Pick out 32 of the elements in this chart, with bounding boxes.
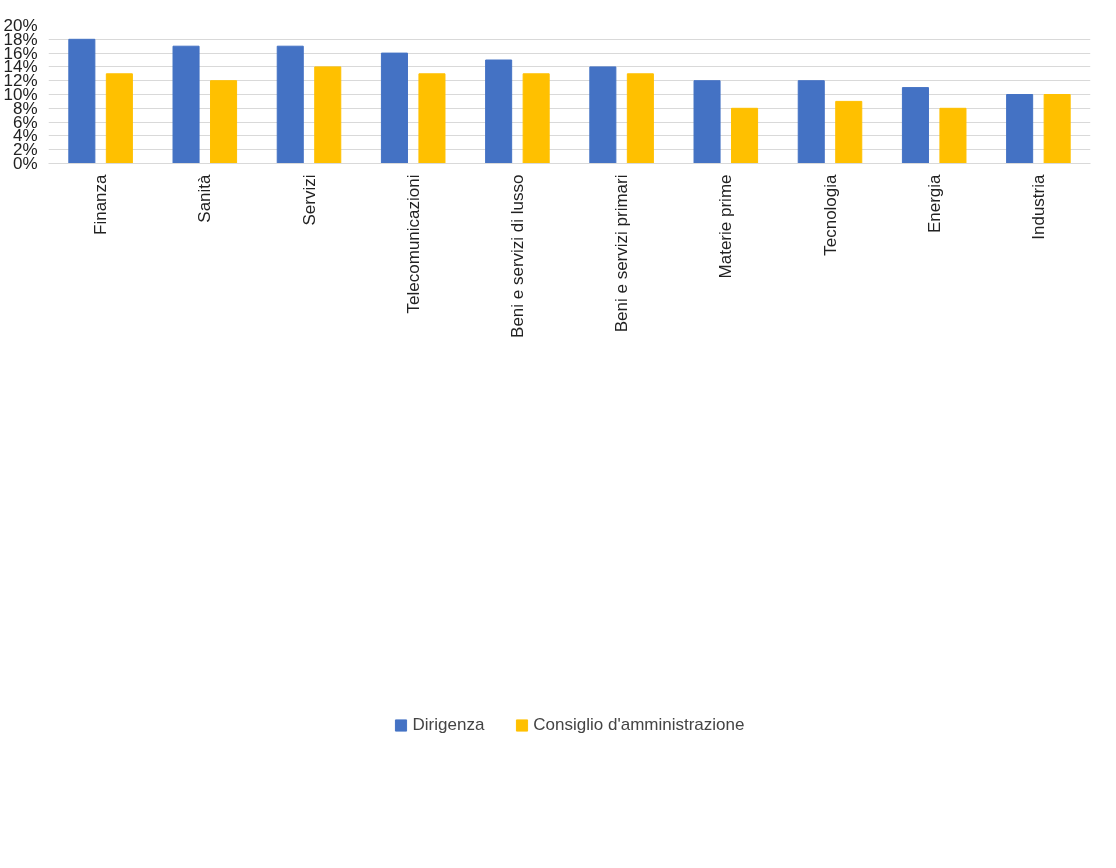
- bar: [276, 45, 304, 164]
- x-tick-label: Servizi: [299, 174, 319, 226]
- bar: [901, 87, 929, 164]
- x-tick-label: Beni e servizi primari: [612, 174, 632, 333]
- bar: [522, 73, 550, 164]
- x-tick-label: Tecnologia: [820, 173, 840, 256]
- bar: [1043, 94, 1071, 164]
- x-tick-label: Materie prime: [716, 174, 736, 279]
- bar: [210, 80, 238, 164]
- x-tick-label: Energia: [924, 173, 944, 234]
- legend-label: Consiglio d'amministrazione: [533, 715, 745, 735]
- bar: [797, 80, 825, 164]
- x-tick-label: Beni e servizi di lusso: [507, 174, 527, 338]
- bar: [172, 45, 200, 164]
- x-tick-label: Sanità: [195, 173, 215, 223]
- bar: [418, 73, 446, 164]
- bar: [68, 38, 96, 164]
- x-tick-label: Finanza: [91, 173, 111, 235]
- bar: [731, 107, 759, 164]
- bar: [835, 100, 863, 164]
- bar: [626, 73, 654, 164]
- bar: [589, 66, 617, 164]
- bar: [485, 59, 513, 164]
- legend-label: Dirigenza: [412, 715, 485, 735]
- bar: [693, 80, 721, 164]
- bar: [1006, 94, 1034, 164]
- bar: [105, 73, 133, 164]
- bar: [314, 66, 342, 164]
- x-tick-label: Industria: [1028, 173, 1048, 240]
- x-tick-label: Telecomunicazioni: [403, 174, 423, 314]
- bar: [380, 52, 408, 164]
- bar: [939, 107, 967, 164]
